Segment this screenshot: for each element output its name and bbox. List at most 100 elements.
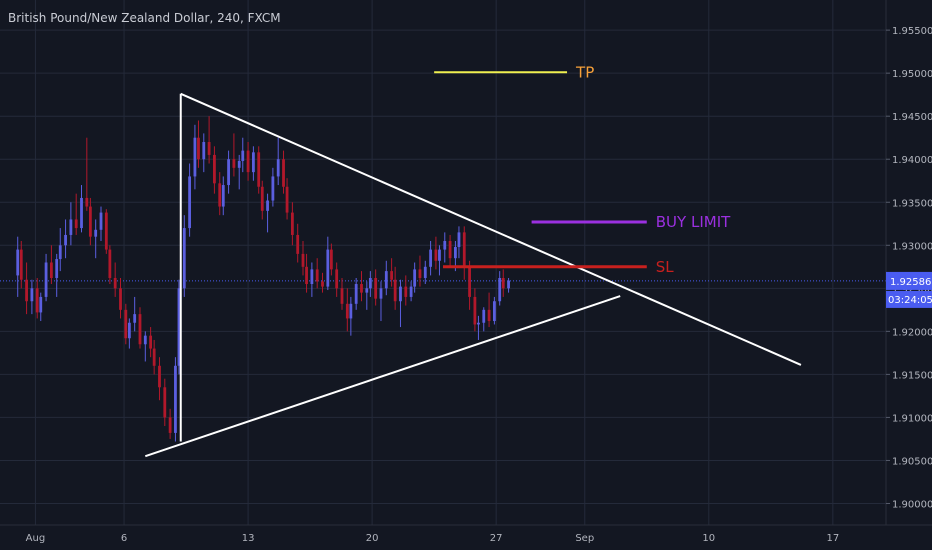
- candle-body: [498, 278, 501, 301]
- candle-body: [158, 366, 161, 388]
- candle-body: [75, 219, 78, 228]
- price-tick-label: 1.95000: [892, 69, 932, 80]
- price-tick-label: 1.94000: [892, 155, 932, 166]
- candle-body: [218, 183, 221, 206]
- candle-body: [326, 250, 329, 287]
- candle-body: [390, 271, 393, 280]
- countdown-value: 03:24:05: [888, 295, 932, 306]
- candle-body: [380, 288, 383, 298]
- candle-body: [169, 417, 172, 432]
- candle-body: [20, 250, 23, 280]
- candle-body: [45, 263, 48, 297]
- candle-body: [365, 288, 368, 292]
- price-tick-label: 1.95500: [892, 26, 932, 37]
- time-tick-label: Aug: [26, 533, 46, 544]
- candle-body: [473, 297, 476, 325]
- candle-body: [252, 152, 255, 172]
- candle-body: [208, 142, 211, 155]
- candle-body: [80, 198, 83, 228]
- candle-body: [360, 284, 363, 293]
- candle-body: [286, 187, 289, 213]
- price-tick-label: 1.94500: [892, 112, 932, 123]
- price-tick-label: 1.93000: [892, 241, 932, 252]
- price-tick-label: 1.90000: [892, 499, 932, 510]
- candle-body: [238, 161, 241, 168]
- candle-body: [202, 142, 205, 159]
- time-tick-label: 17: [826, 533, 839, 544]
- sl-label: SL: [656, 258, 675, 276]
- candle-body: [429, 250, 432, 267]
- candle-body: [488, 310, 491, 321]
- candle-body: [369, 278, 372, 288]
- candle-body: [227, 159, 230, 185]
- price-tick-label: 1.91000: [892, 413, 932, 424]
- current-price-value: 1.92586: [890, 277, 931, 288]
- candle-body: [419, 269, 422, 278]
- candle-body: [458, 232, 461, 247]
- candle-body: [463, 232, 466, 266]
- candle-body: [128, 323, 131, 338]
- candle-body: [114, 278, 117, 288]
- candle-body: [316, 269, 319, 281]
- candle-body: [330, 250, 333, 270]
- candle-body: [213, 155, 216, 183]
- candle-body: [25, 280, 28, 302]
- candle-body: [341, 288, 344, 303]
- candle-body: [443, 241, 446, 250]
- candle-body: [435, 250, 438, 261]
- candle-body: [305, 267, 308, 284]
- candle-body: [39, 297, 42, 312]
- time-tick-label: 13: [242, 533, 255, 544]
- candle-body: [346, 304, 349, 319]
- candle-body: [163, 387, 166, 417]
- candle-body: [108, 250, 111, 278]
- candle-body: [144, 336, 147, 345]
- candle-body: [335, 269, 338, 288]
- candle-body: [16, 250, 19, 276]
- candle-body: [149, 336, 152, 349]
- candle-body: [291, 213, 294, 235]
- candle-body: [282, 159, 285, 187]
- candle-body: [507, 281, 510, 289]
- candle-body: [482, 310, 485, 323]
- candle-body: [410, 287, 413, 297]
- candle-body: [222, 185, 225, 207]
- candle-body: [197, 138, 200, 160]
- candle-body: [30, 288, 33, 301]
- candle-body: [321, 281, 324, 286]
- candle-body: [94, 230, 97, 237]
- candle-body: [188, 176, 191, 228]
- candle-body: [59, 245, 62, 259]
- tp-label: TP: [575, 63, 594, 81]
- time-tick-label: 6: [121, 533, 127, 544]
- candle-body: [310, 269, 313, 284]
- candle-body: [55, 259, 58, 278]
- candle-body: [404, 287, 407, 297]
- candle-body: [174, 366, 177, 433]
- candle-body: [153, 349, 156, 366]
- candle-body: [85, 198, 88, 207]
- price-tick-label: 1.93500: [892, 198, 932, 209]
- candle-body: [183, 228, 186, 288]
- time-tick-label: 20: [366, 533, 379, 544]
- candle-body: [257, 152, 260, 186]
- candle-body: [261, 187, 264, 211]
- candle-body: [233, 159, 236, 168]
- candle-body: [385, 271, 388, 288]
- candle-body: [277, 159, 280, 176]
- candle-body: [50, 263, 53, 278]
- candle-body: [468, 267, 471, 297]
- price-tick-label: 1.90500: [892, 456, 932, 467]
- candle-body: [139, 314, 142, 344]
- buy-limit-label: BUY LIMIT: [656, 213, 731, 231]
- candle-body: [64, 235, 67, 245]
- candle-body: [502, 278, 505, 288]
- candle-body: [296, 235, 299, 254]
- candle-body: [449, 241, 452, 258]
- candle-body: [247, 151, 250, 173]
- candle-body: [424, 267, 427, 278]
- chart-title: British Pound/New Zealand Dollar, 240, F…: [8, 11, 281, 25]
